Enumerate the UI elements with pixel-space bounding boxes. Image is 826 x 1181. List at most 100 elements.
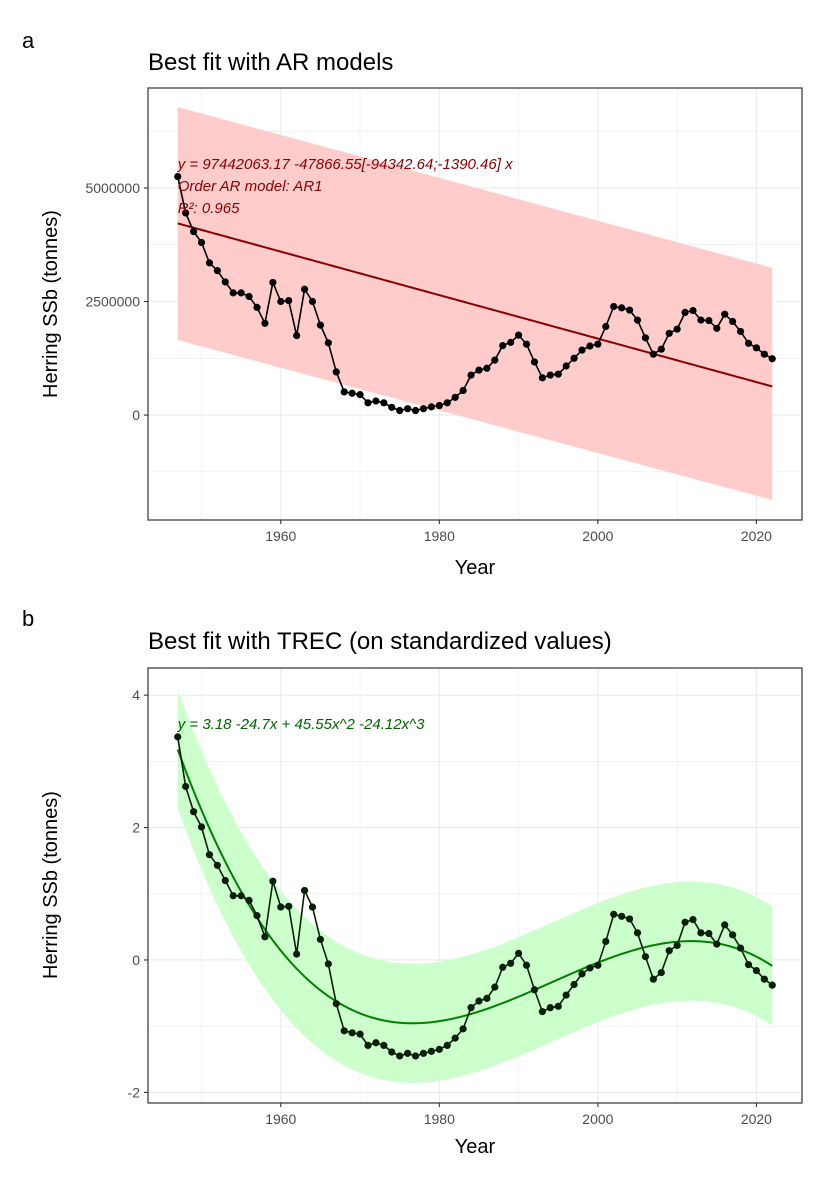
data-point — [451, 393, 459, 401]
fit-annotation: y = 97442063.17 -47866.55[-94342.64;-139… — [177, 156, 513, 173]
data-point — [277, 903, 285, 911]
data-point — [308, 903, 317, 911]
y-tick-label: -2 — [128, 1084, 141, 1100]
data-point — [182, 209, 190, 217]
data-point — [578, 346, 586, 354]
data-point — [269, 278, 277, 287]
data-point — [522, 340, 531, 348]
data-point — [760, 350, 768, 358]
data-point — [213, 267, 221, 275]
data-point — [673, 941, 681, 950]
data-point — [419, 1049, 428, 1057]
data-point — [348, 1029, 356, 1037]
chart-title: Best fit with TREC (on standardized valu… — [148, 628, 612, 655]
data-point — [372, 397, 380, 405]
data-point — [332, 1000, 340, 1008]
data-point — [411, 1052, 420, 1060]
data-point — [348, 389, 356, 397]
data-point — [253, 303, 261, 312]
data-point — [578, 970, 586, 978]
plot-border — [147, 667, 803, 1104]
data-point — [625, 915, 634, 923]
data-point — [261, 933, 269, 941]
x-tick-label: 2000 — [582, 528, 613, 544]
data-point — [174, 733, 182, 741]
data-point — [681, 308, 689, 317]
data-point — [721, 310, 729, 318]
data-point — [713, 940, 721, 948]
data-point — [515, 949, 523, 957]
data-point — [530, 986, 539, 994]
y-tick-label: 4 — [132, 687, 140, 703]
data-point — [752, 344, 761, 352]
data-point — [641, 334, 650, 342]
panel-b: b Best fit with TREC (on standardized va… — [22, 606, 803, 1158]
data-point — [625, 306, 634, 314]
data-point — [665, 329, 673, 337]
x-axis-label: Year — [455, 557, 496, 579]
data-point — [205, 851, 214, 859]
data-point — [237, 892, 245, 900]
data-point — [491, 983, 499, 991]
data-point — [507, 338, 515, 346]
data-point — [522, 961, 531, 969]
plot-border — [147, 87, 803, 521]
data-point — [459, 386, 467, 395]
data-point — [213, 861, 221, 869]
data-point — [261, 319, 269, 327]
data-point — [253, 912, 261, 920]
data-point — [396, 406, 404, 415]
data-point — [713, 324, 721, 332]
data-point — [491, 356, 499, 364]
data-point — [657, 345, 665, 353]
data-point — [197, 823, 206, 831]
data-point — [182, 782, 190, 791]
x-tick-label: 2020 — [741, 528, 772, 544]
data-point — [546, 371, 554, 379]
y-axis-label: Herring SSb (tonnes) — [40, 210, 62, 398]
data-point — [729, 931, 737, 939]
data-point — [633, 929, 642, 937]
data-point — [245, 896, 253, 904]
data-point — [768, 355, 776, 363]
data-point — [744, 339, 753, 347]
data-point — [467, 371, 475, 379]
y-tick-label: 5000000 — [85, 180, 140, 196]
x-tick-label: 2000 — [582, 1111, 613, 1127]
data-point — [300, 886, 309, 895]
fit-annotation: Order AR model: AR1 — [178, 178, 323, 195]
data-point — [459, 1025, 467, 1033]
data-point — [618, 304, 626, 312]
confidence-ribbon — [177, 107, 773, 501]
data-point — [277, 297, 285, 306]
data-point — [744, 961, 753, 969]
data-point — [689, 915, 697, 924]
data-point — [293, 331, 301, 340]
data-point — [736, 944, 745, 952]
x-tick-label: 1980 — [424, 1111, 455, 1127]
data-point — [396, 1052, 404, 1060]
data-point — [435, 401, 443, 410]
data-point — [610, 302, 618, 311]
data-point — [673, 325, 681, 333]
data-point — [197, 238, 206, 247]
confidence-ribbon — [177, 689, 773, 1083]
data-point — [570, 354, 578, 362]
data-point — [760, 975, 768, 983]
data-point — [594, 340, 602, 348]
data-point — [189, 227, 198, 236]
data-point — [475, 997, 483, 1005]
x-tick-label: 2020 — [741, 1111, 772, 1127]
data-point — [411, 406, 420, 415]
data-point — [752, 966, 761, 975]
data-point — [388, 1048, 396, 1056]
data-point — [475, 366, 483, 374]
data-point — [602, 322, 610, 331]
data-point — [427, 1047, 435, 1055]
data-point — [189, 808, 198, 816]
data-point — [285, 902, 293, 910]
data-point — [451, 1034, 459, 1042]
data-point — [205, 259, 214, 267]
data-point — [388, 403, 396, 411]
